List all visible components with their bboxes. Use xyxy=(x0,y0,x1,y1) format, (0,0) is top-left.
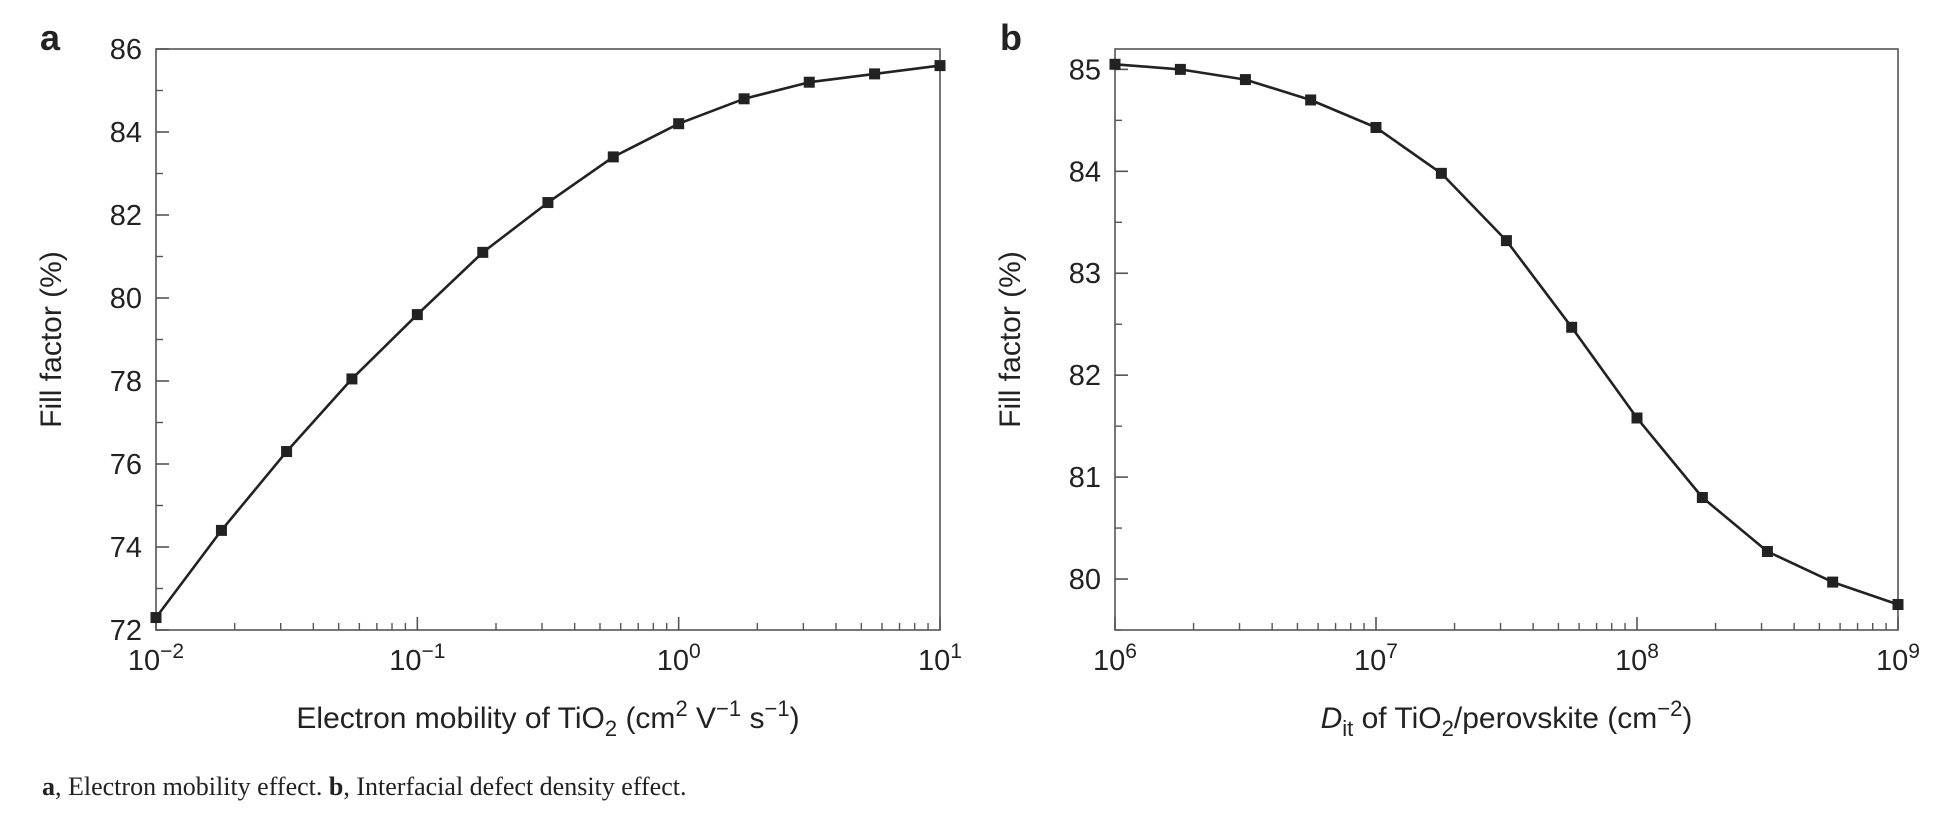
series-line xyxy=(1114,63,1899,606)
data-point xyxy=(869,68,881,80)
data-point xyxy=(1500,235,1512,247)
data-point xyxy=(281,446,293,458)
caption-letter-a: a xyxy=(42,772,55,801)
plot-frame xyxy=(1114,48,1899,631)
chart-a: 10−2 10−1 100 101 72 74 76 78 80 82 84 86 Fill facto… xyxy=(35,34,962,741)
data-point xyxy=(1892,599,1904,611)
series-line xyxy=(154,64,941,619)
x-tick-label: 107 xyxy=(1354,640,1398,677)
y-tick-label: 82 xyxy=(1069,360,1101,392)
y-tick-label: 82 xyxy=(110,200,142,232)
y-tick-label: 86 xyxy=(110,34,142,66)
data-point xyxy=(477,246,489,258)
data-point xyxy=(1370,121,1382,133)
y-tick-label: 80 xyxy=(1069,564,1101,596)
y-tick-label: 80 xyxy=(110,283,142,315)
data-point xyxy=(1696,491,1708,503)
y-tick-label: 85 xyxy=(1069,54,1101,86)
y-axis-label: Fill factor (%) xyxy=(994,251,1027,428)
data-point xyxy=(1109,58,1121,70)
caption-text-b: , Interfacial defect density effect. xyxy=(343,772,687,801)
data-point xyxy=(934,60,946,72)
x-tick-label: 109 xyxy=(1876,640,1920,677)
data-point xyxy=(1239,74,1251,86)
data-point xyxy=(607,151,619,163)
panel-letter-b: b xyxy=(1000,17,1022,58)
x-tick-label: 108 xyxy=(1615,640,1659,677)
y-tick-label: 76 xyxy=(110,449,142,481)
caption-letter-b: b xyxy=(328,772,344,801)
chart-b: 106 107 108 109 80 81 82 83 84 85 Fill factor (%) D… xyxy=(994,48,1920,741)
x-tick-label: 106 xyxy=(1093,640,1137,677)
y-tick-label: 74 xyxy=(110,532,142,564)
data-point xyxy=(1305,94,1317,106)
data-point xyxy=(411,309,423,321)
panel-letter-a: a xyxy=(40,17,61,58)
y-tick-label: 83 xyxy=(1069,258,1101,290)
x-tick-label: 101 xyxy=(918,640,962,677)
data-point xyxy=(803,76,815,88)
data-point xyxy=(1566,321,1578,333)
data-point xyxy=(673,118,685,130)
y-tick-label: 72 xyxy=(110,615,142,647)
y-tick-label: 78 xyxy=(110,366,142,398)
y-axis-label: Fill factor (%) xyxy=(35,251,68,428)
plot-frame xyxy=(155,48,941,631)
x-axis-label: Electron mobility of TiO2 (cm2 V−1 s−1) xyxy=(296,696,799,741)
data-point xyxy=(1761,546,1773,558)
x-tick-label: 100 xyxy=(657,640,701,677)
x-axis-label: Dit of TiO2/perovskite (cm−2) xyxy=(1321,696,1693,741)
y-tick-label: 81 xyxy=(1069,462,1101,494)
figure-caption: a, Electron mobility effect. b, Interfac… xyxy=(42,772,686,802)
x-tick-label: 10−1 xyxy=(389,640,445,677)
caption-text-a: , Electron mobility effect. xyxy=(55,772,329,801)
data-point xyxy=(1435,167,1447,179)
data-point xyxy=(738,93,750,105)
data-point xyxy=(346,373,358,385)
data-point xyxy=(1174,63,1186,75)
data-point xyxy=(1827,576,1839,588)
y-tick-label: 84 xyxy=(1069,156,1101,188)
data-point xyxy=(542,197,554,209)
y-tick-label: 84 xyxy=(110,117,142,149)
data-point xyxy=(215,524,227,536)
data-point xyxy=(1631,412,1643,424)
x-tick-label: 10−2 xyxy=(128,640,184,677)
data-point xyxy=(150,612,162,624)
